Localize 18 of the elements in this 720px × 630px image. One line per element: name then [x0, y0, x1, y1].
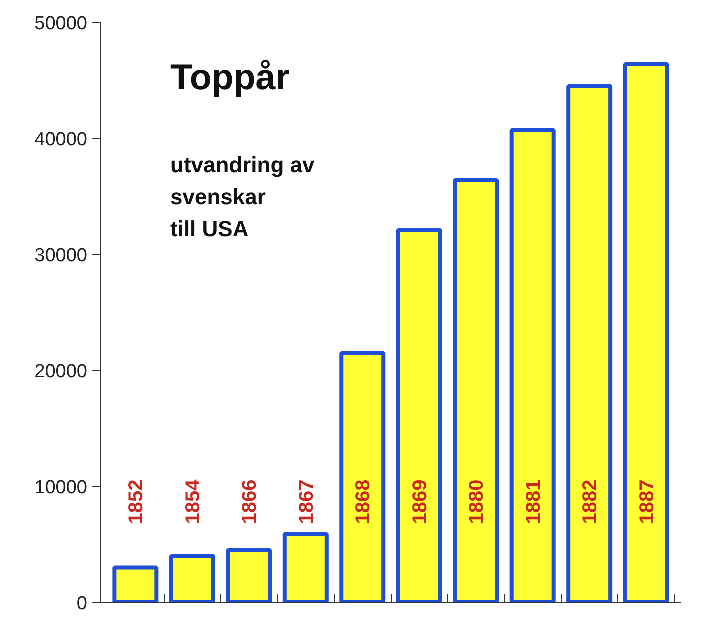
- x-tick-label: 1882: [580, 480, 602, 524]
- y-tick-label: 30000: [34, 246, 88, 266]
- x-tick-label: 1869: [409, 480, 432, 524]
- y-tick-label: 10000: [34, 478, 88, 498]
- y-tick-label: 50000: [34, 14, 88, 34]
- x-tick-label: 1887: [636, 480, 658, 524]
- x-tick-label: 1881: [522, 480, 545, 524]
- x-tick-label: 1880: [466, 480, 488, 524]
- x-tick-label: 1868: [352, 480, 375, 524]
- y-tick-label: 40000: [34, 130, 88, 150]
- x-tick-label: 1852: [126, 480, 148, 524]
- text: utvandring av svenskar till USA: [170, 152, 316, 242]
- text: Toppår: [170, 56, 290, 98]
- y-tick-label: 20000: [34, 362, 88, 382]
- x-tick-label: 1866: [239, 480, 262, 524]
- x-tick-label: 1854: [182, 478, 204, 524]
- x-tick-label: 1867: [296, 480, 318, 524]
- y-tick-label: 0: [76, 594, 88, 614]
